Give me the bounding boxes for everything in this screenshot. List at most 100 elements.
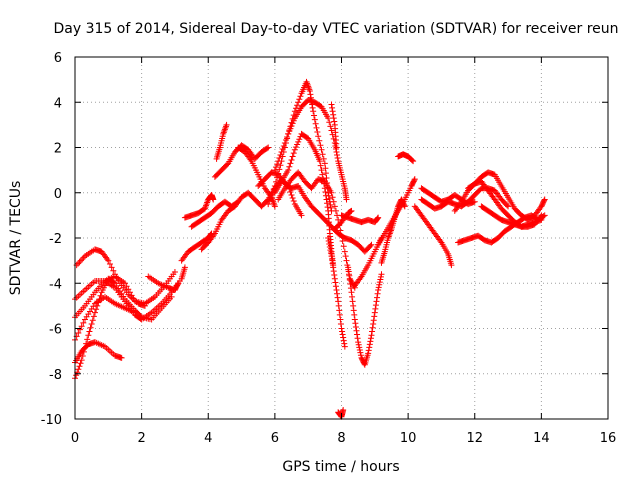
plus-marker [346,272,353,279]
plus-marker [340,337,347,344]
plus-marker [89,317,96,324]
plus-marker [374,215,381,222]
plus-marker [321,185,328,192]
plus-marker [337,320,344,327]
plus-marker [335,298,342,305]
plus-marker [265,201,272,208]
plus-marker [343,196,350,203]
plus-marker [331,271,338,278]
plus-marker [311,112,318,119]
plus-marker [335,302,342,309]
plus-marker [317,142,324,149]
plus-marker [332,283,339,290]
plus-marker [411,177,418,184]
plus-marker [377,273,384,280]
plus-marker [131,309,138,316]
plus-marker [371,309,378,316]
series-track [335,406,347,420]
plus-marker [332,279,339,286]
plus-marker [322,192,329,199]
plus-marker [323,175,330,182]
plus-marker [341,340,348,347]
plus-marker [76,326,83,333]
x-tick-label: 2 [137,431,145,446]
plus-marker [284,133,291,140]
plus-marker [286,128,293,135]
plus-marker [80,254,87,261]
plus-marker [295,99,302,106]
plus-marker [285,130,292,137]
plus-marker [331,203,338,210]
plus-marker [328,101,335,108]
plus-marker [317,162,324,169]
series-track [72,293,138,343]
series-track [395,151,417,165]
plus-marker [340,406,347,413]
plus-marker [80,348,87,355]
series-track [331,207,355,232]
plus-marker [314,129,321,136]
plus-marker [374,290,381,297]
plus-marker [377,276,384,283]
plus-marker [286,163,293,170]
plus-marker [279,146,286,153]
plus-marker [401,203,408,210]
plus-marker [91,309,98,316]
plus-marker [328,127,335,134]
plus-marker [327,250,334,257]
plus-marker [83,340,90,347]
plus-marker [75,260,82,267]
y-tick-labels: -10 -8 -6 -4 -2 0 2 4 6 [41,51,62,428]
plus-marker [327,204,334,211]
plus-marker [540,213,547,220]
plus-marker [338,232,345,239]
plus-marker [355,341,362,348]
plus-marker [349,293,356,300]
y-tick-label: -4 [49,277,62,292]
plus-marker [333,144,340,151]
plus-marker [275,170,282,177]
plus-marker [307,91,314,98]
plus-marker [375,284,382,291]
plus-marker [278,149,285,156]
plus-marker [411,176,418,183]
plus-marker [81,344,88,351]
plus-marker [356,344,363,351]
plus-marker [313,124,320,131]
plus-marker [295,138,302,145]
plus-marker [331,275,338,282]
plus-marker [330,268,337,275]
series-track [145,273,182,294]
plus-marker [334,290,341,297]
plus-marker [316,137,323,144]
data-markers [72,78,548,420]
plus-marker [328,189,335,196]
x-tick-label: 4 [204,431,212,446]
plus-marker [339,238,346,245]
plus-marker [316,158,323,165]
plus-marker [357,349,364,356]
plus-marker [409,157,416,164]
plus-marker [326,119,333,126]
series-track [181,192,217,221]
plus-marker [319,151,326,158]
plus-marker [541,212,548,219]
plus-marker [331,118,338,125]
plus-marker [366,341,373,348]
plus-marker [370,320,377,327]
plus-marker [264,145,271,152]
x-tick-label: 0 [71,431,79,446]
plus-marker [88,320,95,327]
plus-marker [329,194,336,201]
plus-marker [125,286,132,293]
plus-marker [274,174,281,181]
plus-marker [329,104,336,111]
y-tick-label: 6 [54,51,62,66]
plus-marker [326,244,333,251]
plus-marker [312,120,319,127]
plus-marker [276,155,283,162]
plus-marker [171,268,178,275]
plus-marker [79,353,86,360]
plus-marker [339,331,346,338]
